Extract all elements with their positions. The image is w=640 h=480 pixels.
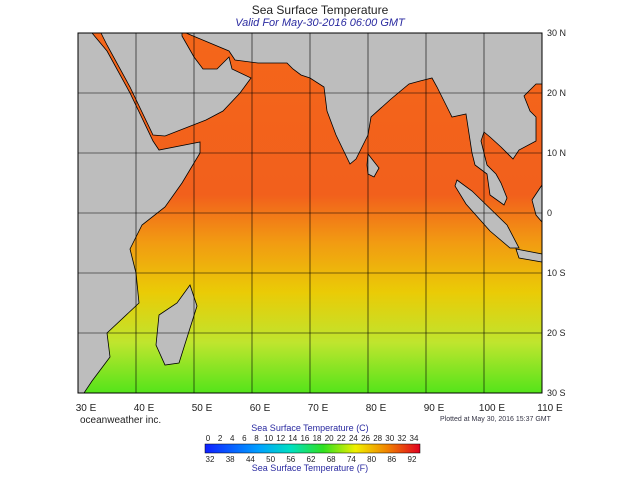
colorbar-title-c: Sea Surface Temperature (C) [251, 423, 368, 433]
colorbar-label-f: 50 [266, 455, 275, 464]
sri-lanka [366, 152, 380, 178]
lat-label: 10 S [547, 268, 566, 278]
colorbar-label-c: 28 [373, 434, 382, 443]
colorbar-label-c: 16 [300, 434, 309, 443]
lon-label: 90 E [424, 403, 445, 414]
colorbar-label-f: 68 [327, 455, 336, 464]
graticule [78, 33, 542, 393]
colorbar-label-c: 14 [288, 434, 297, 443]
lat-label: 10 N [547, 148, 566, 158]
colorbar-label-c: 22 [337, 434, 346, 443]
lat-label: 20 S [547, 328, 566, 338]
lat-label: 20 N [547, 88, 566, 98]
map-frame [77, 32, 543, 394]
lat-label: 0 [547, 208, 552, 218]
colorbar-label-f: 86 [387, 455, 396, 464]
colorbar-label-c: 30 [385, 434, 394, 443]
colorbar-label-c: 26 [361, 434, 370, 443]
lon-label: 110 E [537, 403, 563, 414]
colorbar-label-f: 32 [206, 455, 215, 464]
colorbar-label-c: 2 [218, 434, 223, 443]
sumatra [454, 179, 520, 249]
colorbar-label-c: 20 [325, 434, 334, 443]
map [77, 32, 543, 394]
lon-label: 80 E [366, 403, 387, 414]
credit: oceanweather inc. [80, 415, 161, 426]
colorbar-label-f: 38 [226, 455, 235, 464]
colorbar-label-c: 12 [276, 434, 285, 443]
title: Sea Surface Temperature [252, 3, 389, 17]
subtitle: Valid For May-30-2016 06:00 GMT [235, 17, 406, 29]
lon-label: 60 E [250, 403, 271, 414]
lon-label: 50 E [192, 403, 213, 414]
colorbar-title-f: Sea Surface Temperature (F) [252, 463, 368, 473]
lon-label: 70 E [308, 403, 329, 414]
colorbar-label-c: 0 [206, 434, 211, 443]
colorbar-label-c: 34 [410, 434, 419, 443]
colorbar-label-f: 74 [347, 455, 356, 464]
lon-label: 40 E [134, 403, 155, 414]
colorbar-label-c: 4 [230, 434, 235, 443]
colorbar-label-c: 32 [397, 434, 406, 443]
colorbar-label-c: 18 [313, 434, 322, 443]
lon-label: 100 E [479, 403, 505, 414]
lon-label: 30 E [76, 403, 97, 414]
colorbar-label-f: 56 [286, 455, 295, 464]
colorbar-label-f: 62 [307, 455, 316, 464]
plotted-at: Plotted at May 30, 2016 15:37 GMT [440, 416, 552, 423]
colorbar-label-f: 92 [408, 455, 417, 464]
lat-label: 30 S [547, 388, 566, 398]
colorbar-label-f: 44 [246, 455, 255, 464]
colorbar [204, 443, 421, 454]
colorbar-label-c: 6 [242, 434, 247, 443]
colorbar-label-c: 10 [264, 434, 273, 443]
colorbar-label-c: 8 [254, 434, 259, 443]
lat-label: 30 N [547, 28, 566, 38]
asia [100, 32, 543, 206]
colorbar-label-c: 24 [349, 434, 358, 443]
colorbar-label-f: 80 [367, 455, 376, 464]
